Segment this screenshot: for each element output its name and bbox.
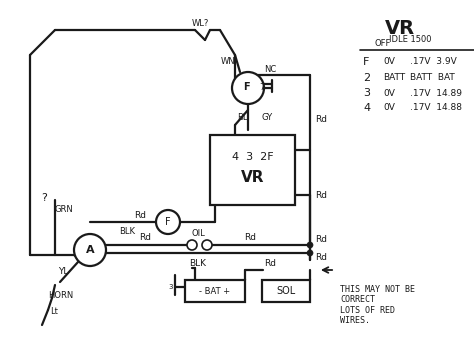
Text: ?: ? bbox=[41, 193, 47, 203]
Text: OFF: OFF bbox=[375, 40, 391, 49]
Text: 3: 3 bbox=[168, 284, 173, 290]
Circle shape bbox=[202, 240, 212, 250]
Text: F: F bbox=[363, 57, 369, 67]
Text: 0V: 0V bbox=[383, 57, 395, 66]
Bar bbox=[262, 280, 310, 302]
Text: IDLE 1500: IDLE 1500 bbox=[389, 35, 431, 44]
Text: BLK: BLK bbox=[190, 259, 207, 267]
Text: SOL: SOL bbox=[276, 286, 296, 296]
Text: Rd: Rd bbox=[315, 116, 327, 125]
Text: Rd: Rd bbox=[139, 233, 151, 243]
Text: F: F bbox=[165, 217, 171, 227]
Text: 7: 7 bbox=[259, 84, 264, 92]
Text: HORN: HORN bbox=[48, 290, 73, 300]
Text: BL: BL bbox=[237, 113, 247, 122]
Text: NC: NC bbox=[264, 65, 276, 75]
Text: Rd: Rd bbox=[315, 236, 327, 245]
Circle shape bbox=[232, 72, 264, 104]
Text: GRN: GRN bbox=[55, 205, 74, 215]
Text: BATT: BATT bbox=[383, 74, 405, 83]
Text: THIS MAY NOT BE
CORRECT
LOTS OF RED
WIRES.: THIS MAY NOT BE CORRECT LOTS OF RED WIRE… bbox=[340, 285, 415, 325]
Text: 4  3  2F: 4 3 2F bbox=[232, 152, 274, 162]
Circle shape bbox=[74, 234, 106, 266]
Text: YL: YL bbox=[58, 267, 68, 276]
Bar bbox=[185, 280, 245, 302]
Text: 3: 3 bbox=[363, 88, 370, 98]
Text: BATT  BAT: BATT BAT bbox=[410, 74, 455, 83]
Text: BLK: BLK bbox=[119, 228, 135, 237]
Bar bbox=[210, 135, 295, 205]
Text: F: F bbox=[243, 82, 249, 92]
Text: GY: GY bbox=[262, 113, 273, 122]
Text: 2: 2 bbox=[363, 73, 370, 83]
Text: WN: WN bbox=[221, 57, 235, 66]
Text: WL?: WL? bbox=[191, 19, 209, 28]
Text: 4: 4 bbox=[363, 103, 370, 113]
Text: 0V: 0V bbox=[383, 104, 395, 112]
Circle shape bbox=[307, 242, 313, 248]
Text: Rd: Rd bbox=[264, 259, 276, 267]
Text: Lt: Lt bbox=[50, 308, 58, 316]
Circle shape bbox=[187, 240, 197, 250]
Text: Rd: Rd bbox=[315, 190, 327, 199]
Text: Rd: Rd bbox=[244, 233, 256, 243]
Text: 0V: 0V bbox=[383, 89, 395, 98]
Text: VR: VR bbox=[385, 19, 415, 37]
Text: VR: VR bbox=[241, 170, 265, 186]
Text: Rd: Rd bbox=[315, 253, 327, 262]
Circle shape bbox=[156, 210, 180, 234]
Circle shape bbox=[307, 250, 313, 256]
Text: Rd: Rd bbox=[134, 210, 146, 219]
Text: A: A bbox=[86, 245, 94, 255]
Text: .17V  14.88: .17V 14.88 bbox=[410, 104, 462, 112]
Text: OIL: OIL bbox=[191, 230, 205, 238]
Text: .17V  3.9V: .17V 3.9V bbox=[410, 57, 457, 66]
Text: - BAT +: - BAT + bbox=[200, 287, 230, 295]
Text: .17V  14.89: .17V 14.89 bbox=[410, 89, 462, 98]
